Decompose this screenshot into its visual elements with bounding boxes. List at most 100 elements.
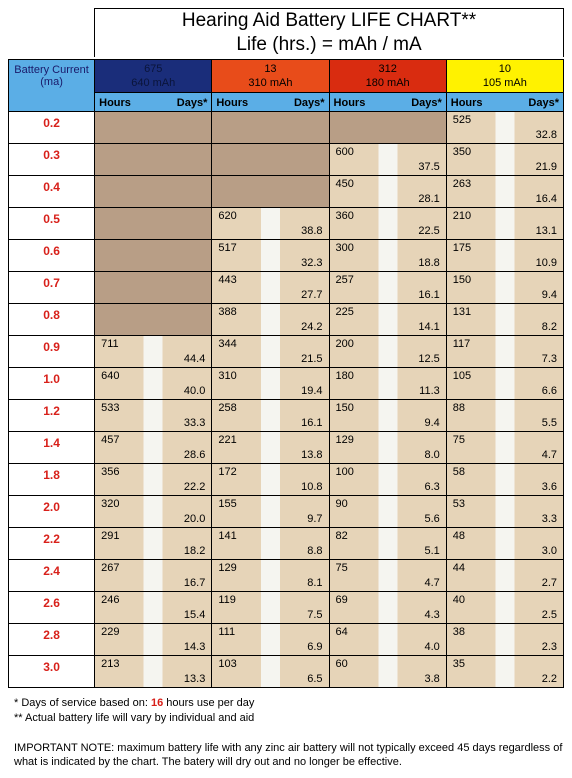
cell-b13: 1298.1 — [212, 560, 329, 592]
hours-value: 103 — [218, 658, 236, 670]
hours-value: 90 — [336, 498, 348, 510]
days-value: 8.0 — [424, 449, 439, 461]
hours-value: 38 — [453, 626, 465, 638]
current-label: 0.6 — [9, 240, 95, 272]
days-value: 33.3 — [184, 417, 205, 429]
days-value: 14.3 — [184, 641, 205, 653]
days-value: 7.3 — [542, 353, 557, 365]
cell-b312: 1298.0 — [329, 432, 446, 464]
cell-b675: 64040.0 — [95, 368, 212, 400]
table-row: 1.835622.217210.81006.3583.6 — [9, 464, 564, 496]
days-value: 3.6 — [542, 481, 557, 493]
cell-b13: 34421.5 — [212, 336, 329, 368]
cell-b13 — [212, 176, 329, 208]
cell-b13: 38824.2 — [212, 304, 329, 336]
hours-value: 111 — [218, 626, 235, 638]
days-value: 11.3 — [419, 385, 440, 397]
days-value: 16.4 — [536, 193, 557, 205]
hours-value: 229 — [101, 626, 119, 638]
cell-b675: 21313.3 — [95, 656, 212, 688]
cell-b10: 1509.4 — [446, 272, 563, 304]
cell-b312: 754.7 — [329, 560, 446, 592]
days-value: 14.1 — [418, 321, 439, 333]
important-note: IMPORTANT NOTE: maximum battery life wit… — [14, 742, 562, 769]
cell-b10: 402.5 — [446, 592, 563, 624]
hours-value: 180 — [336, 370, 354, 382]
table-row: 2.229118.21418.8825.1483.0 — [9, 528, 564, 560]
days-value: 10.8 — [301, 481, 322, 493]
days-value: 2.7 — [542, 577, 557, 589]
days-value: 16.1 — [301, 417, 322, 429]
hours-value: 69 — [336, 594, 348, 606]
days-value: 6.6 — [542, 385, 557, 397]
current-label: 2.4 — [9, 560, 95, 592]
cell-b675 — [95, 144, 212, 176]
cell-b10: 483.0 — [446, 528, 563, 560]
days-value: 44.4 — [184, 353, 205, 365]
hours-value: 517 — [218, 242, 236, 254]
hours-value: 44 — [453, 562, 465, 574]
days-value: 3.8 — [424, 673, 439, 685]
cell-b675 — [95, 176, 212, 208]
cell-b675: 29118.2 — [95, 528, 212, 560]
cell-b675 — [95, 112, 212, 144]
hours-value: 360 — [336, 210, 354, 222]
cell-b13: 22113.8 — [212, 432, 329, 464]
table-row: 2.426716.71298.1754.7442.7 — [9, 560, 564, 592]
hours-days-header-b10: HoursDays* — [446, 93, 563, 112]
cell-b13: 25816.1 — [212, 400, 329, 432]
days-value: 10.9 — [536, 257, 557, 269]
hours-value: 48 — [453, 530, 465, 542]
hours-value: 75 — [453, 434, 465, 446]
table-row: 2.624615.41197.5694.3402.5 — [9, 592, 564, 624]
days-value: 32.3 — [301, 257, 322, 269]
cell-b13: 17210.8 — [212, 464, 329, 496]
days-value: 6.3 — [424, 481, 439, 493]
cell-b312: 45028.1 — [329, 176, 446, 208]
hours-value: 443 — [218, 274, 236, 286]
cell-b312 — [329, 112, 446, 144]
cell-b675 — [95, 240, 212, 272]
days-value: 20.0 — [184, 513, 205, 525]
cell-b312: 225 14.1 — [329, 304, 446, 336]
days-value: 9.4 — [424, 417, 439, 429]
current-label: 1.4 — [9, 432, 95, 464]
table-row: 0.744327.725716.11509.4 — [9, 272, 564, 304]
current-label: 1.2 — [9, 400, 95, 432]
days-value: 22.2 — [184, 481, 205, 493]
hours-value: 40 — [453, 594, 465, 606]
hours-value: 210 — [453, 210, 471, 222]
hours-value: 213 — [101, 658, 119, 670]
cell-b10: 21013.1 — [446, 208, 563, 240]
table-row: 0.445028.126316.4 — [9, 176, 564, 208]
cell-b312: 20012.5 — [329, 336, 446, 368]
current-label: 2.0 — [9, 496, 95, 528]
current-label: 1.0 — [9, 368, 95, 400]
days-value: 12.5 — [418, 353, 439, 365]
battery-life-table: Battery Current(ma) 675640 mAh13310 mAh3… — [8, 59, 564, 689]
hours-value: 246 — [101, 594, 119, 606]
days-value: 22.5 — [418, 225, 439, 237]
table-body: 0.252532.80.360037.535021.90.445028.1263… — [9, 112, 564, 688]
footnote-days: * Days of service based on: 16 hours use… — [14, 697, 254, 709]
days-value: 32.8 — [536, 129, 557, 141]
hours-value: 141 — [218, 530, 236, 542]
hours-value: 225 — [336, 306, 354, 318]
cell-b675: 35622.2 — [95, 464, 212, 496]
battery-header-b13: 13310 mAh — [212, 59, 329, 93]
days-value: 3.0 — [542, 545, 557, 557]
cell-b13: 1418.8 — [212, 528, 329, 560]
hours-value: 117 — [453, 338, 471, 350]
cell-b13: 1116.9 — [212, 624, 329, 656]
footnote-actual: ** Actual battery life will vary by indi… — [14, 712, 254, 724]
days-value: 6.5 — [307, 673, 322, 685]
current-label: 0.7 — [9, 272, 95, 304]
hours-value: 457 — [101, 434, 119, 446]
table-row: 0.252532.8 — [9, 112, 564, 144]
hours-value: 82 — [336, 530, 348, 542]
table-head: Battery Current(ma) 675640 mAh13310 mAh3… — [9, 59, 564, 112]
title-line1: Hearing Aid Battery LIFE CHART** — [182, 10, 476, 31]
cell-b312: 1006.3 — [329, 464, 446, 496]
cell-b312: 30018.8 — [329, 240, 446, 272]
title-line2: Life (hrs.) = mAh / mA — [236, 34, 421, 55]
